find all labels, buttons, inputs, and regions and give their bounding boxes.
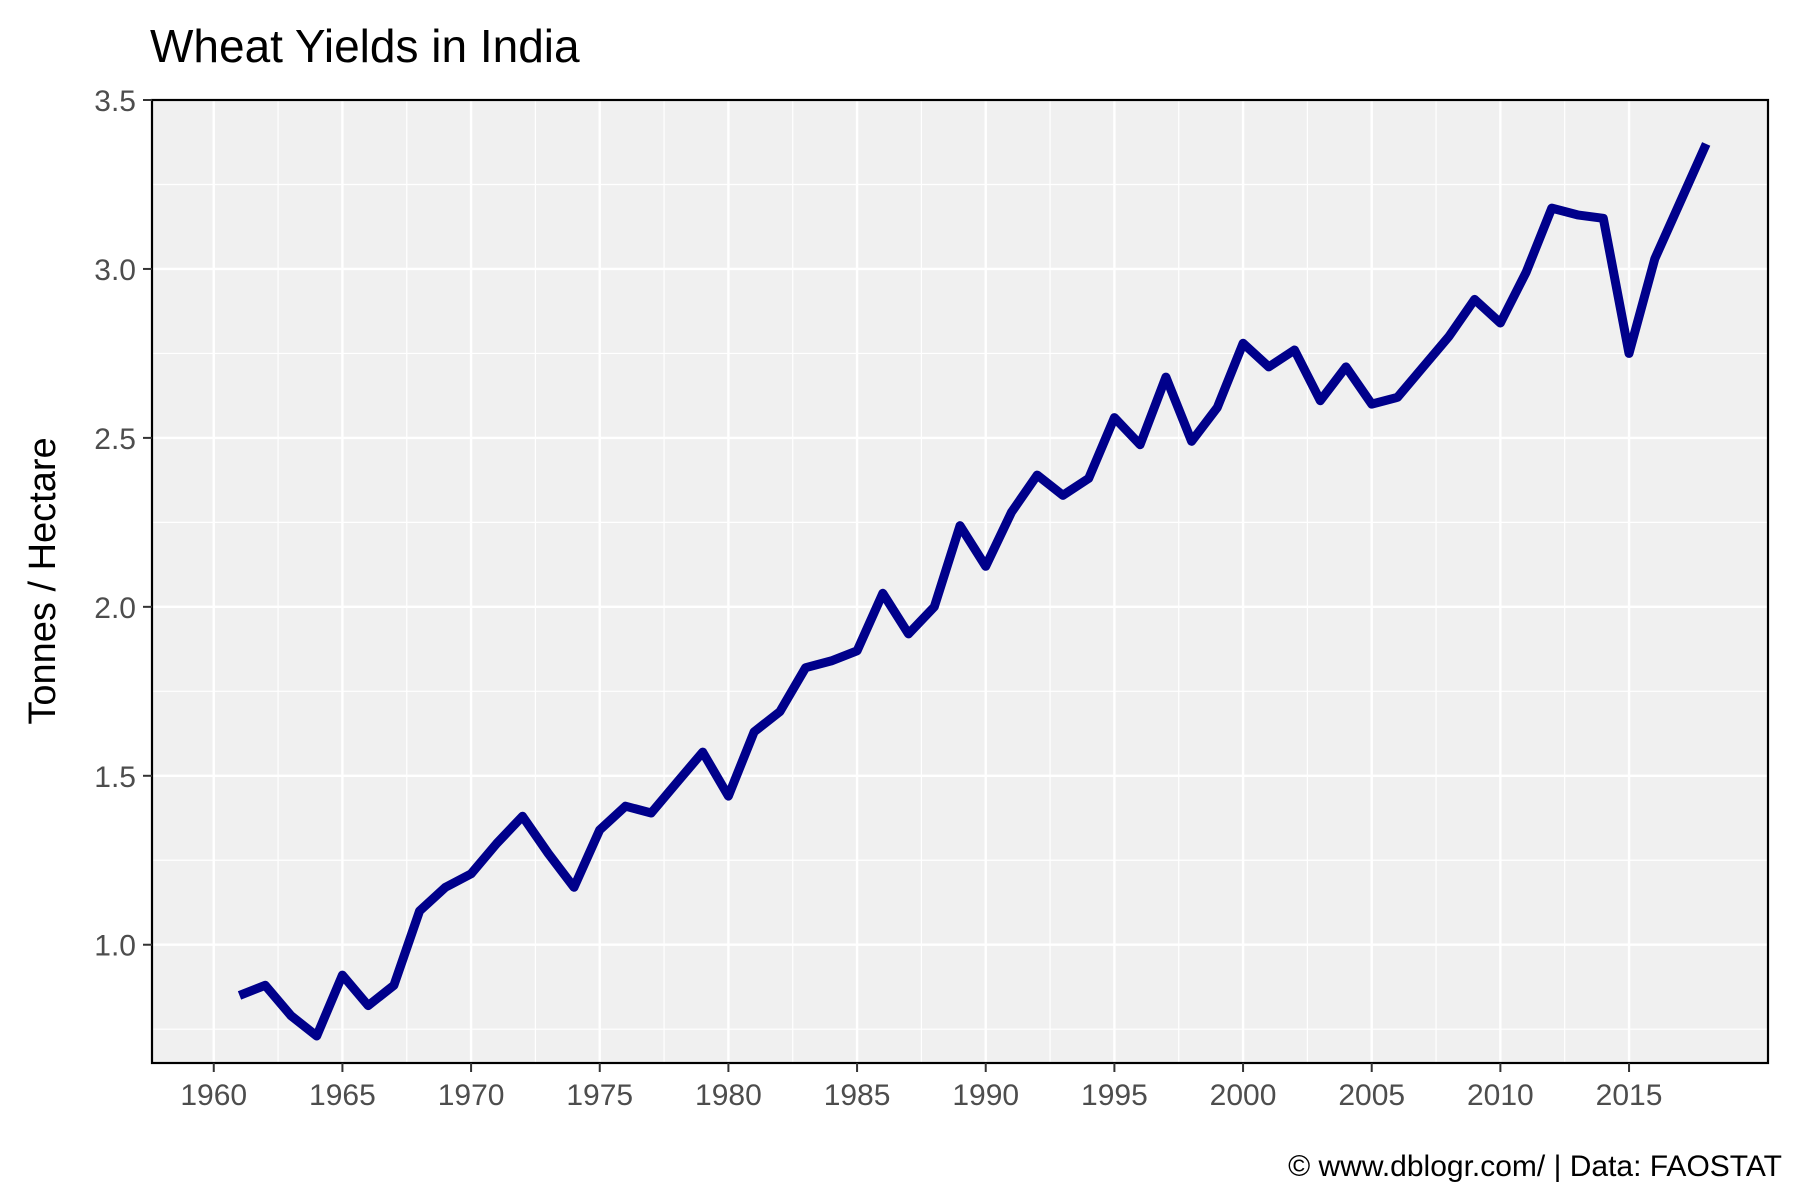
y-tick-label: 3.0 [94,254,136,287]
y-axis-label: Tonnes / Hectare [22,437,64,724]
x-tick-label: 1990 [952,1079,1019,1112]
x-tick-label: 1960 [180,1079,247,1112]
x-tick-label: 1975 [566,1079,633,1112]
x-tick-label: 2000 [1210,1079,1277,1112]
x-tick-label: 1995 [1081,1079,1148,1112]
x-tick-label: 2005 [1338,1079,1405,1112]
x-tick-label: 2015 [1596,1079,1663,1112]
plot-panel [152,100,1768,1063]
axes: 1960 1965 1970 1975 1980 1985 1990 1995 2000 2005… [94,85,1662,1112]
series-line [237,142,1711,1041]
y-tick-label: 3.5 [94,85,136,118]
grid-lines [152,98,1768,1063]
x-tick-label: 1980 [695,1079,762,1112]
x-tick-label: 1985 [824,1079,891,1112]
y-tick-label: 1.5 [94,761,136,794]
series-layer [237,142,1711,1041]
x-tick-label: 2010 [1467,1079,1534,1112]
chart-title: Wheat Yields in India [150,20,580,72]
x-tick-label: 1965 [309,1079,376,1112]
x-tick-label: 1970 [438,1079,505,1112]
y-tick-label: 2.5 [94,423,136,456]
chart-caption: © www.dblogr.com/ | Data: FAOSTAT [1288,1150,1782,1183]
y-tick-label: 1.0 [94,930,136,963]
plot-border [150,98,1770,1065]
y-tick-label: 2.0 [94,592,136,625]
